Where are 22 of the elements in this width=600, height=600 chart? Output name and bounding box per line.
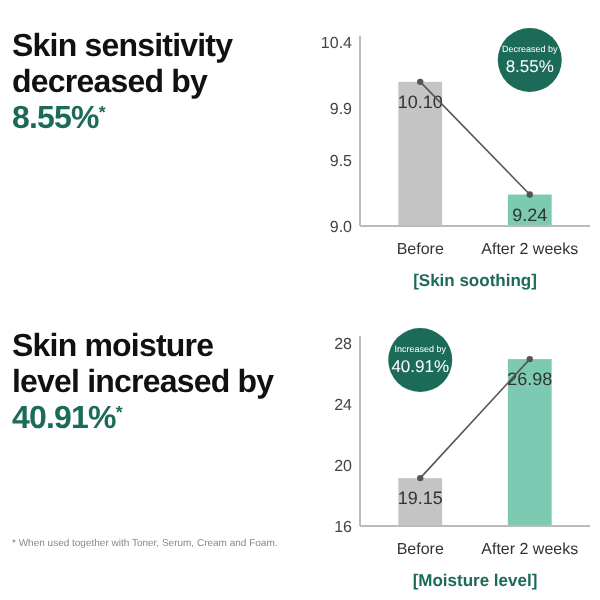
- annotation: 8.55%: [505, 56, 555, 76]
- y-tick-label: 16: [334, 517, 354, 536]
- x-tick-label: Before: [396, 540, 445, 558]
- y-tick-label: 9.5: [329, 152, 354, 171]
- y-tick-label: 10.4: [320, 34, 354, 53]
- x-tick-label: Before: [396, 240, 445, 258]
- x-tick-label: After 2 weeks: [481, 540, 579, 558]
- data-label: 19.15: [397, 488, 443, 509]
- text: Skin moisture level increased by 40.91%$^{*}$: [12, 330, 275, 436]
- annotation: 40.91%: [391, 356, 450, 376]
- x-axis-title: [Moisture level]: [412, 570, 538, 590]
- x-axis-title: [Skin soothing]: [413, 270, 538, 290]
- data-label: 10.10: [397, 91, 443, 112]
- data-label: 9.24: [512, 204, 548, 225]
- y-tick-label: 24: [334, 396, 354, 414]
- data-label: 26.98: [507, 369, 553, 390]
- y-tick-label: 20: [334, 456, 354, 475]
- y-tick-label: 28: [334, 335, 354, 354]
- y-tick-label: 9.0: [329, 217, 354, 236]
- y-tick-label: 9.9: [329, 99, 354, 118]
- text: Skin sensitivity decreased by 8.55%$^{*}$: [12, 30, 234, 136]
- x-tick-label: After 2 weeks: [481, 240, 579, 258]
